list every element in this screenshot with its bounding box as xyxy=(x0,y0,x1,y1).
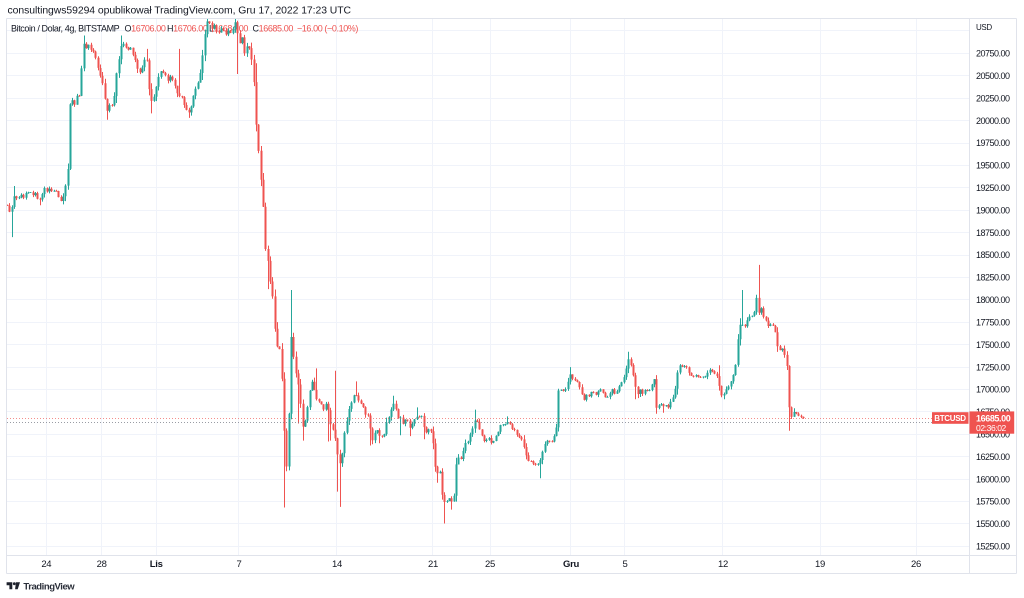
svg-text:17500.00: 17500.00 xyxy=(976,340,1010,350)
svg-text:C16685.00−16.00 (−0.10%): C16685.00 −16.00 (−0.10%) xyxy=(253,24,359,34)
svg-text:15750.00: 15750.00 xyxy=(976,497,1010,507)
svg-text:20500.00: 20500.00 xyxy=(976,71,1010,81)
svg-text:02:36:02: 02:36:02 xyxy=(976,423,1007,433)
svg-text:19500.00: 19500.00 xyxy=(976,161,1010,171)
svg-text:18000.00: 18000.00 xyxy=(976,295,1010,305)
svg-text:Lis: Lis xyxy=(150,559,163,570)
svg-text:16685.00: 16685.00 xyxy=(976,414,1011,424)
svg-text:16500.00: 16500.00 xyxy=(976,430,1010,440)
svg-text:24: 24 xyxy=(41,559,51,570)
svg-text:O16706.00: O16706.00 xyxy=(125,24,166,34)
svg-text:12: 12 xyxy=(718,559,728,570)
svg-text:19: 19 xyxy=(815,559,825,570)
svg-text:20750.00: 20750.00 xyxy=(976,49,1010,59)
svg-text:25: 25 xyxy=(485,559,495,570)
svg-text:19750.00: 19750.00 xyxy=(976,138,1010,148)
svg-text:H16706.00: H16706.00 xyxy=(167,24,208,34)
svg-text:20000.00: 20000.00 xyxy=(976,116,1010,126)
svg-text:USD: USD xyxy=(976,23,992,32)
svg-text:28: 28 xyxy=(97,559,107,570)
svg-text:19000.00: 19000.00 xyxy=(976,205,1010,215)
svg-text:5: 5 xyxy=(623,559,628,570)
svg-text:26: 26 xyxy=(911,559,921,570)
svg-text:16000.00: 16000.00 xyxy=(976,474,1010,484)
svg-text:consultingws59294 opublikował: consultingws59294 opublikował TradingVie… xyxy=(8,6,352,17)
svg-text:14: 14 xyxy=(332,559,342,570)
svg-text:18750.00: 18750.00 xyxy=(976,228,1010,238)
svg-text:16250.00: 16250.00 xyxy=(976,452,1010,462)
svg-text:15500.00: 15500.00 xyxy=(976,519,1010,529)
svg-text:18250.00: 18250.00 xyxy=(976,273,1010,283)
svg-text:17750.00: 17750.00 xyxy=(976,318,1010,328)
svg-text:21: 21 xyxy=(428,559,438,570)
svg-text:15250.00: 15250.00 xyxy=(976,542,1010,552)
svg-text:TradingView: TradingView xyxy=(23,582,75,593)
svg-text:Bitcoin / Dolar, 4g, BITSTAMP: Bitcoin / Dolar, 4g, BITSTAMP xyxy=(11,24,120,34)
svg-text:Gru: Gru xyxy=(563,559,579,570)
svg-text:17000.00: 17000.00 xyxy=(976,385,1010,395)
svg-text:20250.00: 20250.00 xyxy=(976,93,1010,103)
svg-text:17250.00: 17250.00 xyxy=(976,362,1010,372)
svg-text:18500.00: 18500.00 xyxy=(976,250,1010,260)
svg-text:7: 7 xyxy=(237,559,242,570)
svg-text:19250.00: 19250.00 xyxy=(976,183,1010,193)
svg-text:BTCUSD: BTCUSD xyxy=(934,414,966,423)
